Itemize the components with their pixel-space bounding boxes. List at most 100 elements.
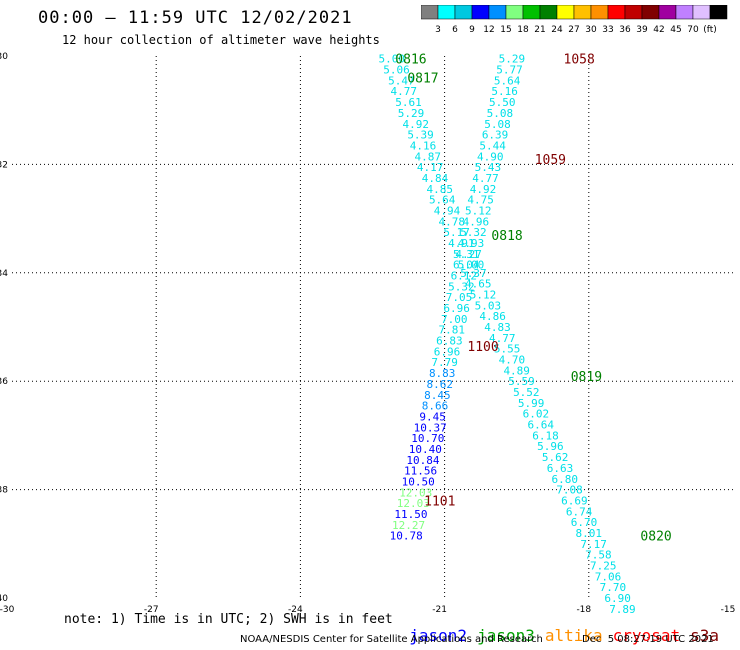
wave-height-label: 7.79 xyxy=(431,356,458,369)
wave-height-label: 4.77 xyxy=(489,332,516,345)
wave-height-label: 5.64 xyxy=(429,194,456,207)
color-scale-label: 30 xyxy=(585,25,597,35)
data-labels: 5.005.065.474.775.615.294.925.394.164.87… xyxy=(378,53,635,616)
pass-time-label: 0819 xyxy=(571,370,602,385)
wave-height-label: 6.80 xyxy=(552,473,579,486)
footnote: note: 1) Time is in UTC; 2) SWH is in fe… xyxy=(64,612,393,627)
credit-text: NOAA/NESDIS Center for Satellite Applica… xyxy=(240,634,543,645)
wave-height-label: 6.83 xyxy=(436,335,463,348)
wave-height-label: 5.62 xyxy=(542,451,569,464)
wave-height-label: 10.37 xyxy=(414,421,447,434)
wave-height-label: 4.92 xyxy=(403,118,430,131)
wave-height-label: 6.90 xyxy=(604,592,631,605)
wave-height-label: 5.50 xyxy=(489,96,516,109)
wave-height-label: 5.16 xyxy=(491,85,518,98)
color-scale-label: 6 xyxy=(452,25,458,35)
wave-height-label: 5.39 xyxy=(407,129,434,142)
pass-time-label: 0820 xyxy=(640,530,671,545)
x-tick-label: -15 xyxy=(721,605,736,615)
wave-height-label: 6.74 xyxy=(566,505,593,518)
wave-height-label: 5.08 xyxy=(487,107,514,120)
wave-height-label: 5.44 xyxy=(479,139,506,152)
wave-height-label: 4.65 xyxy=(465,278,492,291)
legend-s3a: s3a xyxy=(690,626,719,645)
x-corner-label: -30 xyxy=(0,605,15,615)
color-scale-label: 42 xyxy=(653,25,664,35)
wave-height-label: 4.94 xyxy=(434,204,461,217)
wave-height-label: 7.81 xyxy=(439,324,466,337)
legend-altika: altika xyxy=(544,626,603,645)
wave-height-label: 5.52 xyxy=(513,386,540,399)
wave-height-label: 12.03 xyxy=(399,486,432,499)
wave-height-label: 10.40 xyxy=(409,443,442,456)
wave-height-label: 8.45 xyxy=(424,389,451,402)
wave-height-label: 5.43 xyxy=(475,161,502,174)
wave-height-label: 7.05 xyxy=(446,291,473,304)
wave-height-label: 6.63 xyxy=(547,462,574,475)
color-scale-label: (ft) xyxy=(703,25,717,35)
wave-height-label: 5.08 xyxy=(484,118,511,131)
wave-height-label: 6.70 xyxy=(571,516,598,529)
pass-time-label: 0816 xyxy=(395,53,426,68)
wave-height-label: 5.61 xyxy=(395,96,422,109)
satellite-legend: jason2 jason3 altika cryosat s3a xyxy=(390,607,729,645)
wave-height-label: 9.45 xyxy=(419,410,446,423)
color-scale-label: 18 xyxy=(517,25,529,35)
wave-height-label: 4.70 xyxy=(499,354,526,367)
wave-height-label: 5.32 xyxy=(448,280,475,293)
wave-height-label: 8.66 xyxy=(422,400,449,413)
x-tick-label: -24 xyxy=(288,605,303,615)
wave-height-label: 8.83 xyxy=(429,367,456,380)
wave-height-label: 5.03 xyxy=(475,299,502,312)
wave-height-label: 5.32 xyxy=(460,226,487,239)
color-scale-label: 15 xyxy=(500,25,511,35)
wave-height-label: 4.78 xyxy=(439,215,466,228)
wave-height-label: 11.50 xyxy=(394,508,427,521)
color-scale-label: 33 xyxy=(602,25,613,35)
pass-time-label: 0818 xyxy=(491,229,522,244)
color-scale-label: 70 xyxy=(687,25,699,35)
wave-height-label: 4.77 xyxy=(390,85,417,98)
color-scale-label: 9 xyxy=(469,25,475,35)
wave-height-label: 5.64 xyxy=(494,74,521,87)
color-scale-label: 21 xyxy=(534,25,545,35)
color-scale-bar: 3 6 9 12 15 18 21 24 27 30 33 36 39 42 45 70 (ft) xyxy=(421,5,728,35)
wave-height-label: 4.86 xyxy=(479,310,506,323)
wave-height-label: 5.17 xyxy=(443,226,470,239)
wave-height-label: 6.39 xyxy=(482,129,509,142)
wave-height-label: 6.69 xyxy=(561,494,588,507)
wave-height-label: 10.84 xyxy=(406,454,439,467)
y-tick-label: -32 xyxy=(0,160,8,170)
wave-height-label: 4.85 xyxy=(427,183,454,196)
wave-height-label: 7.17 xyxy=(580,538,607,551)
wave-height-label: 11.56 xyxy=(404,465,437,478)
wave-height-label: 5.00 xyxy=(378,53,405,66)
wave-height-label: 5.29 xyxy=(398,107,425,120)
wave-height-label: 5.37 xyxy=(460,267,487,280)
color-scale-label: 36 xyxy=(619,25,631,35)
wave-height-label: 4.77 xyxy=(472,172,499,185)
wave-height-label: 4.84 xyxy=(422,172,449,185)
wave-height-label: 7.58 xyxy=(585,549,612,562)
wave-height-label: 7.08 xyxy=(556,484,583,497)
wave-height-label: 5.47 xyxy=(388,74,415,87)
wave-height-label: 5.55 xyxy=(494,343,521,356)
y-tick-label: -40 xyxy=(0,594,8,604)
color-scale-label: 27 xyxy=(568,25,579,35)
wave-height-label: 7.00 xyxy=(441,313,468,326)
pass-time-label: 1101 xyxy=(424,494,455,509)
pass-time-labels: 0816 0817 1058 1059 0818 1100 0819 0820 1101 xyxy=(395,53,671,545)
color-scale-label: 24 xyxy=(551,25,563,35)
color-scale-label: 12 xyxy=(483,25,494,35)
wave-height-label: 10.70 xyxy=(411,432,444,445)
wave-height-label: 7.06 xyxy=(595,570,622,583)
wave-height-label: 4.75 xyxy=(467,194,494,207)
wave-height-label: 6.02 xyxy=(523,408,550,421)
y-tick-label: -34 xyxy=(0,269,8,279)
color-scale-label: 39 xyxy=(636,25,648,35)
wave-height-label: 6.04 xyxy=(453,259,480,272)
wave-height-label: 4.92 xyxy=(470,183,497,196)
wave-height-label: 7.70 xyxy=(600,581,627,594)
wave-height-label: 5.12 xyxy=(465,204,492,217)
